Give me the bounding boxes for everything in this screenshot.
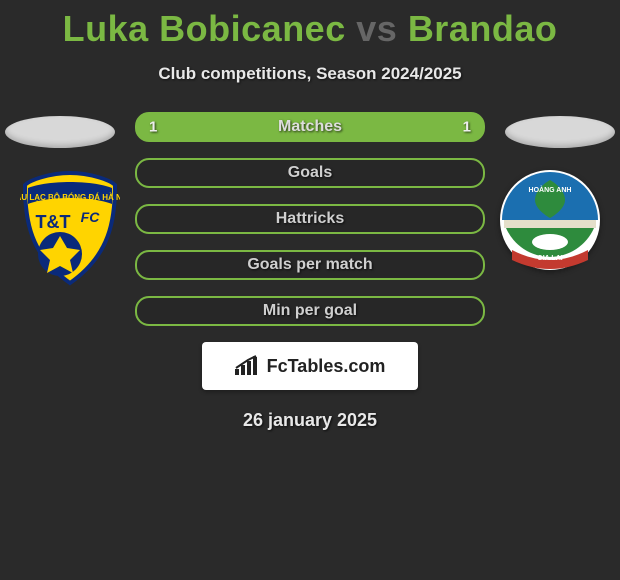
brand-bars-icon: [235, 355, 261, 377]
svg-text:CÂU LẠC BỘ BÓNG ĐÁ HÀ NỘI: CÂU LẠC BỘ BÓNG ĐÁ HÀ NỘI: [20, 193, 120, 202]
player1-name: Luka Bobicanec: [63, 8, 346, 49]
svg-text:FC: FC: [81, 209, 101, 225]
brand-box: FcTables.com: [202, 342, 418, 390]
stat-row-matches: 1 Matches 1: [135, 112, 485, 142]
stat-label: Hattricks: [276, 210, 344, 228]
svg-text:GIA LAI: GIA LAI: [537, 255, 562, 262]
stat-label: Min per goal: [263, 302, 357, 320]
vs-text: vs: [356, 8, 397, 49]
stat-row-goals-per-match: Goals per match: [135, 250, 485, 280]
player2-oval: [505, 116, 615, 148]
stat-row-hattricks: Hattricks: [135, 204, 485, 234]
comparison-title: Luka Bobicanec vs Brandao: [0, 0, 620, 50]
stat-left-value: 1: [149, 119, 157, 136]
player1-oval: [5, 116, 115, 148]
stat-row-min-per-goal: Min per goal: [135, 296, 485, 326]
stat-right-value: 1: [463, 119, 471, 136]
svg-text:T&T: T&T: [36, 212, 71, 232]
stat-label: Goals per match: [247, 256, 372, 274]
subtitle: Club competitions, Season 2024/2025: [0, 64, 620, 84]
brand-text: FcTables.com: [267, 356, 386, 377]
date-text: 26 january 2025: [0, 410, 620, 431]
stat-row-goals: Goals: [135, 158, 485, 188]
player2-name: Brandao: [408, 8, 558, 49]
comparison-arena: CÂU LẠC BỘ BÓNG ĐÁ HÀ NỘI T&T FC HOÀNG A…: [0, 112, 620, 431]
svg-text:HOÀNG ANH: HOÀNG ANH: [529, 185, 572, 194]
stat-label: Goals: [288, 164, 332, 182]
player2-club-badge: HOÀNG ANH GIA LAI: [500, 170, 600, 270]
stat-label: Matches: [278, 118, 342, 136]
player1-club-badge: CÂU LẠC BỘ BÓNG ĐÁ HÀ NỘI T&T FC: [20, 170, 120, 286]
